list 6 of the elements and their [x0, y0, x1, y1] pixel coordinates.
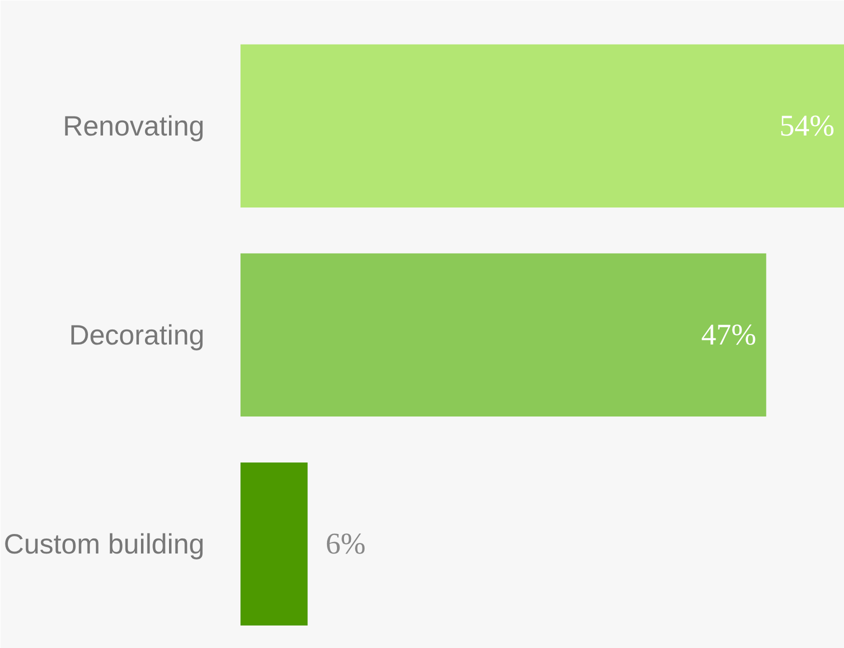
data-label: 6%: [326, 527, 366, 560]
data-label: 54%: [780, 109, 835, 142]
y-tick-label: Renovating: [62, 110, 204, 142]
y-tick-label: Decorating: [69, 319, 204, 350]
y-tick-label: Custom building: [4, 528, 205, 560]
data-label: 47%: [701, 318, 756, 352]
